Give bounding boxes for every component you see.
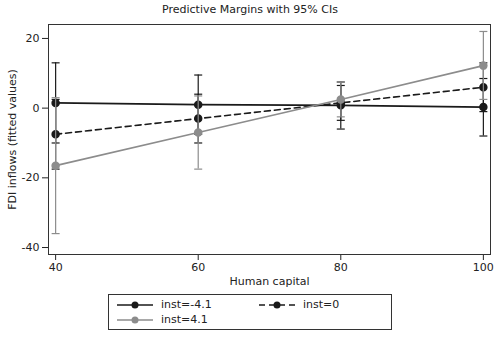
html-text:inst=-4.1: inst=-4.1 xyxy=(161,298,212,311)
svg-text:FDI inflows (fitted values): FDI inflows (fitted values) xyxy=(6,69,19,210)
svg-text:-40: -40 xyxy=(22,241,40,254)
svg-text:40: 40 xyxy=(49,261,63,274)
html-text:inst=0: inst=0 xyxy=(303,298,340,311)
svg-text:-20: -20 xyxy=(22,171,40,184)
svg-text:60: 60 xyxy=(191,261,205,274)
svg-text:100: 100 xyxy=(473,261,494,274)
svg-text:0: 0 xyxy=(33,102,40,115)
svg-text:Human capital: Human capital xyxy=(229,275,309,288)
html-text:Predictive Margins with 95% CI: Predictive Margins with 95% CIs xyxy=(162,3,338,16)
svg-text:80: 80 xyxy=(334,261,348,274)
html-text:inst=4.1: inst=4.1 xyxy=(161,313,208,326)
svg-text:20: 20 xyxy=(26,32,40,45)
